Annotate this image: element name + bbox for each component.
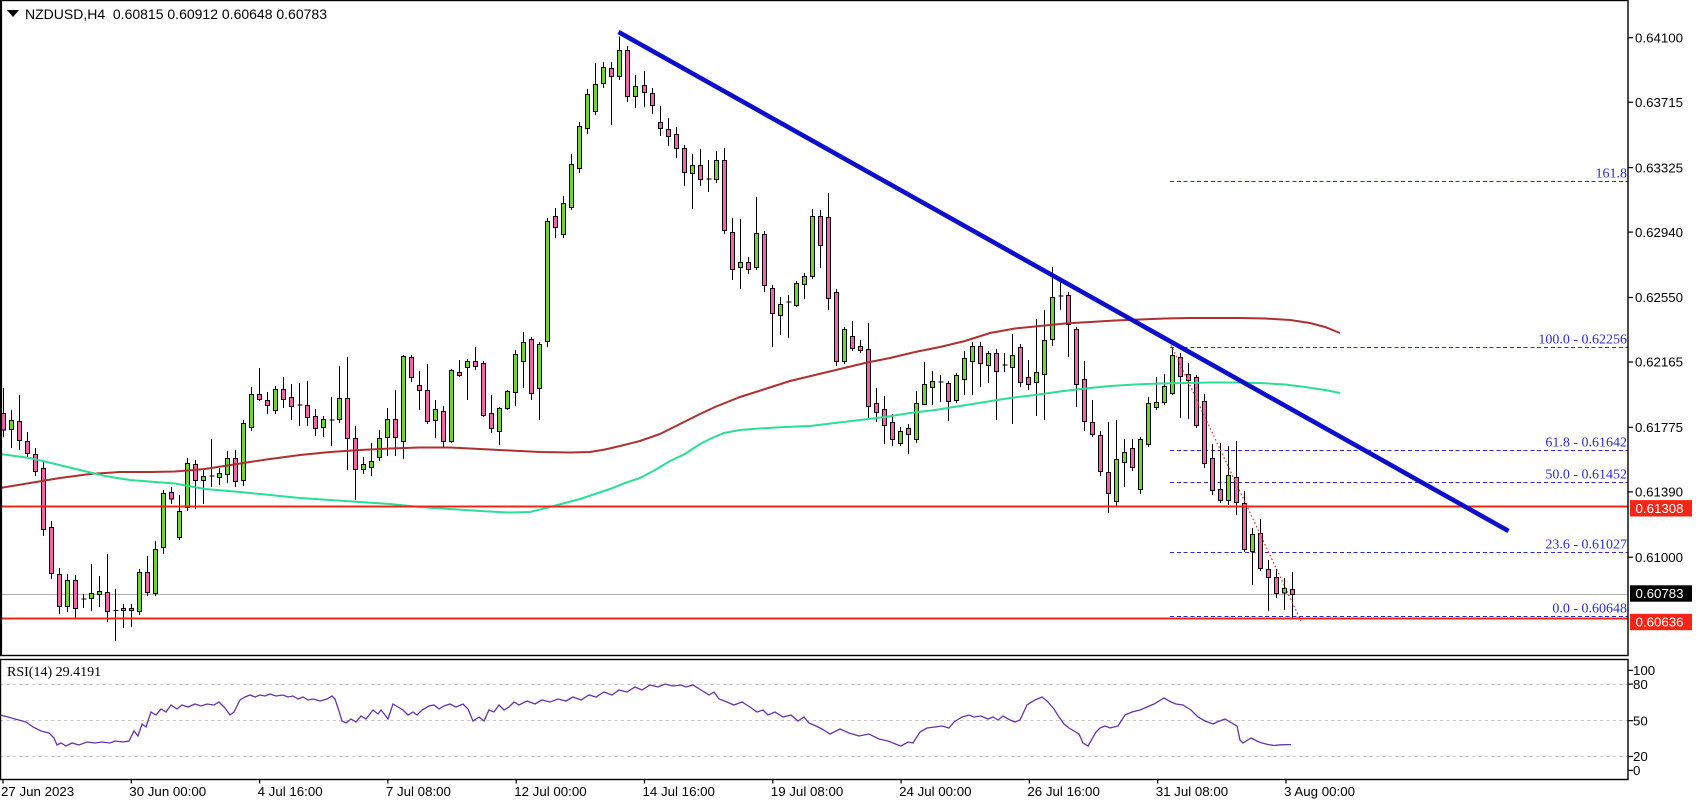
svg-text:0.62165: 0.62165: [1635, 355, 1683, 370]
svg-text:0.64100: 0.64100: [1635, 30, 1683, 45]
svg-text:0.62550: 0.62550: [1635, 290, 1683, 305]
svg-text:0.63325: 0.63325: [1635, 160, 1683, 175]
svg-text:0: 0: [1633, 763, 1640, 778]
svg-text:0.60636: 0.60636: [1636, 615, 1684, 630]
svg-text:0.60783: 0.60783: [1636, 586, 1684, 601]
svg-text:20: 20: [1633, 749, 1648, 764]
svg-text:0.62940: 0.62940: [1635, 225, 1683, 240]
svg-text:12 Jul 00:00: 12 Jul 00:00: [514, 784, 586, 799]
svg-text:14 Jul 16:00: 14 Jul 16:00: [643, 784, 715, 799]
svg-text:61.8 - 0.61642: 61.8 - 0.61642: [1545, 436, 1627, 451]
svg-text:26 Jul 16:00: 26 Jul 16:00: [1027, 784, 1099, 799]
svg-text:4 Jul 16:00: 4 Jul 16:00: [258, 784, 323, 799]
svg-text:50: 50: [1633, 713, 1648, 728]
svg-text:27 Jun 2023: 27 Jun 2023: [1, 784, 74, 799]
svg-text:0.61390: 0.61390: [1635, 485, 1683, 500]
svg-text:7 Jul 08:00: 7 Jul 08:00: [386, 784, 451, 799]
svg-text:0.0 - 0.60648: 0.0 - 0.60648: [1552, 602, 1627, 617]
svg-text:19 Jul 08:00: 19 Jul 08:00: [771, 784, 843, 799]
svg-text:23.6 - 0.61027: 23.6 - 0.61027: [1545, 538, 1627, 553]
svg-text:161.8: 161.8: [1596, 167, 1628, 182]
svg-text:30 Jun 00:00: 30 Jun 00:00: [129, 784, 206, 799]
svg-text:3 Aug 00:00: 3 Aug 00:00: [1284, 784, 1355, 799]
svg-text:50.0 - 0.61452: 50.0 - 0.61452: [1545, 468, 1627, 483]
svg-text:24 Jul 00:00: 24 Jul 00:00: [899, 784, 971, 799]
svg-text:80: 80: [1633, 677, 1648, 692]
svg-text:100.0 - 0.62256: 100.0 - 0.62256: [1538, 333, 1627, 348]
svg-text:31 Jul 08:00: 31 Jul 08:00: [1156, 784, 1228, 799]
svg-text:NZDUSD,H4 0.60815 0.60912 0.6: NZDUSD,H4 0.60815 0.60912 0.60648 0.6078…: [25, 6, 327, 22]
svg-text:0.61775: 0.61775: [1635, 420, 1683, 435]
svg-text:0.63715: 0.63715: [1635, 95, 1683, 110]
svg-text:100: 100: [1633, 663, 1655, 678]
svg-text:0.61000: 0.61000: [1635, 550, 1683, 565]
svg-text:RSI(14) 29.4191: RSI(14) 29.4191: [7, 665, 101, 680]
svg-text:0.61308: 0.61308: [1636, 501, 1684, 516]
